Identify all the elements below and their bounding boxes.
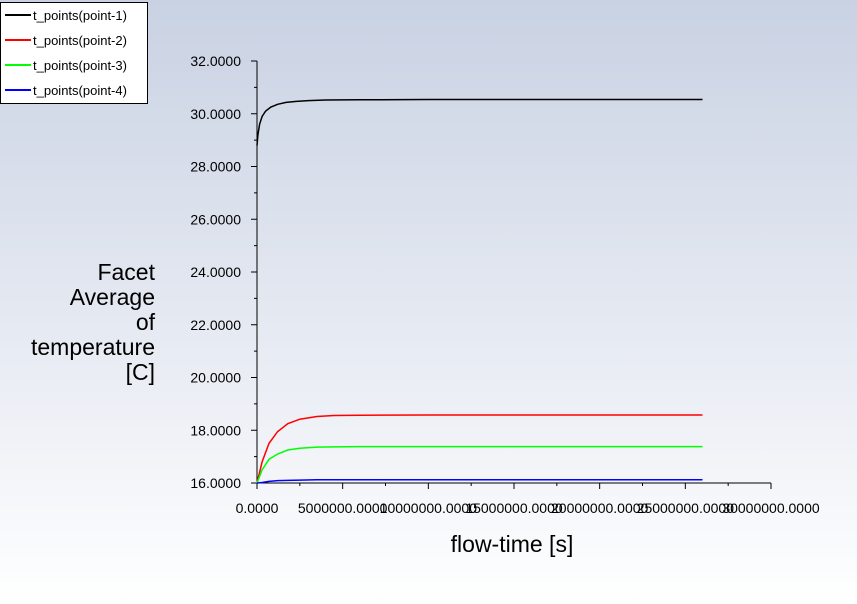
y-axis: 16.0000 18.0000 20.0000 22.0000 24.0000 26.00… xyxy=(190,53,258,491)
legend-label: t_points(point-4) xyxy=(33,83,127,98)
y-axis-title-line: of xyxy=(136,309,156,335)
y-axis-title-line: Average xyxy=(70,284,155,310)
y-tick-label: 16.0000 xyxy=(190,475,241,491)
legend-box xyxy=(0,2,148,104)
x-tick-label: 5000000.0000 xyxy=(298,500,388,516)
legend-label: t_points(point-1) xyxy=(33,8,127,23)
x-tick-label: 30000000.0000 xyxy=(722,500,820,516)
y-tick-label: 26.0000 xyxy=(190,211,241,227)
series-line-point-3 xyxy=(256,445,703,484)
legend-label: t_points(point-3) xyxy=(33,58,127,73)
x-tick-label: 15000000.0000 xyxy=(465,500,563,516)
y-axis-title-line: Facet xyxy=(97,259,155,285)
series-line-point-2 xyxy=(256,414,703,484)
x-tick-label: 10000000.0000 xyxy=(380,500,478,516)
y-tick-label: 28.0000 xyxy=(190,159,241,175)
y-tick-label: 22.0000 xyxy=(190,317,241,333)
y-tick-label: 20.0000 xyxy=(190,370,241,386)
y-axis-title-line: temperature xyxy=(31,334,155,360)
y-tick-label: 32.0000 xyxy=(190,53,241,69)
y-tick-label: 24.0000 xyxy=(190,264,241,280)
series-line-point-1 xyxy=(256,98,703,146)
x-tick-label: 25000000.0000 xyxy=(637,500,735,516)
x-axis: 0.0000 5000000.000010000000.000015000000.… xyxy=(236,482,820,516)
y-tick-label: 18.0000 xyxy=(190,422,241,438)
y-tick-label: 30.0000 xyxy=(190,106,241,122)
y-axis-title: Facet Average of temperature [C] xyxy=(31,259,156,385)
legend-label: t_points(point-2) xyxy=(33,33,127,48)
x-tick-label: 0.0000 xyxy=(236,500,279,516)
series-line-point-4 xyxy=(256,479,703,484)
x-tick-label: 20000000.0000 xyxy=(551,500,649,516)
y-axis-title-line: [C] xyxy=(126,359,155,385)
legend: t_points(point-1) t_points(point-2) t_poin… xyxy=(0,2,148,104)
series-group xyxy=(256,98,703,484)
x-axis-title: flow-time [s] xyxy=(451,531,574,557)
